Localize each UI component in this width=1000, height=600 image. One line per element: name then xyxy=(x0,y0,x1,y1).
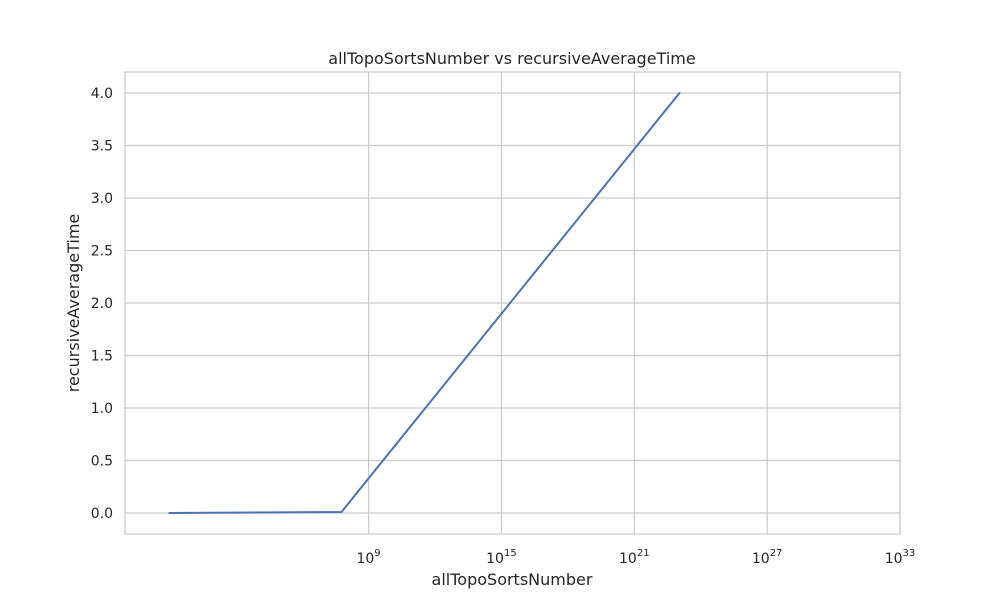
plot-frame xyxy=(124,71,901,535)
y-tick-label: 4.0 xyxy=(91,86,113,102)
x-tick-label: 1015 xyxy=(486,548,517,567)
series-layer xyxy=(168,92,681,514)
y-tick-label: 3.5 xyxy=(91,139,113,155)
y-tick-labels: 0.0 0.5 1.0 1.5 2.0 2.5 3.0 3.5 4.0 xyxy=(91,86,113,522)
chart-title: allTopoSortsNumber vs recursiveAverageTi… xyxy=(328,49,695,68)
series-line xyxy=(168,92,681,514)
x-tick-labels: 109 1015 1021 1027 1033 xyxy=(356,548,915,567)
y-axis-title: recursiveAverageTime xyxy=(64,214,83,393)
y-tick-label: 2.0 xyxy=(91,296,113,312)
y-tick-label: 1.0 xyxy=(91,401,113,417)
x-tick-label: 1021 xyxy=(619,548,650,567)
y-tick-label: 1.5 xyxy=(91,349,113,365)
y-tick-label: 2.5 xyxy=(91,244,113,260)
x-tick-label: 109 xyxy=(356,548,380,567)
x-tick-label: 1027 xyxy=(752,548,783,567)
y-tick-label: 0.5 xyxy=(91,454,113,470)
x-axis-title: allTopoSortsNumber xyxy=(432,570,593,589)
x-tick-label: 1033 xyxy=(885,548,916,567)
y-tick-label: 0.0 xyxy=(91,506,113,522)
y-tick-label: 3.0 xyxy=(91,191,113,207)
